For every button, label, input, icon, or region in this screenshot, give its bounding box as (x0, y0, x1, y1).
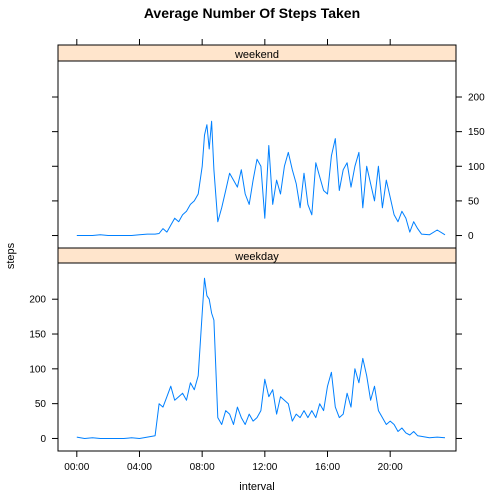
x-tick-label-8: 08:00 (190, 462, 215, 473)
y-tick-label-weekday-150: 150 (29, 330, 46, 341)
y-tick-label-weekend-150: 150 (468, 127, 485, 138)
x-axis-label: interval (239, 481, 274, 493)
y-axis-label: steps (5, 242, 17, 269)
y-tick-label-weekday-100: 100 (29, 364, 46, 375)
y-tick-label-weekend-100: 100 (468, 162, 485, 173)
panel-frame-weekend (57, 60, 457, 249)
x-tick-label-12: 12:00 (252, 462, 277, 473)
series-line-weekday (76, 277, 446, 439)
x-tick-label-0: 00:00 (64, 462, 89, 473)
panel-frame-weekday (57, 262, 457, 452)
y-tick-label-weekend-50: 50 (468, 196, 480, 207)
x-tick-label-4: 04:00 (127, 462, 152, 473)
y-tick-label-weekend-0: 0 (468, 231, 474, 242)
series-line-weekend (76, 120, 446, 236)
x-tick-label-20: 20:00 (378, 462, 403, 473)
strip-label-weekday: weekday (234, 251, 279, 263)
y-tick-label-weekday-50: 50 (35, 399, 47, 410)
chart-title: Average Number Of Steps Taken (144, 5, 360, 21)
strip-label-weekend: weekend (234, 49, 279, 61)
y-tick-label-weekday-200: 200 (29, 295, 46, 306)
x-tick-label-16: 16:00 (315, 462, 340, 473)
y-tick-label-weekend-200: 200 (468, 93, 485, 104)
y-tick-label-weekday-0: 0 (40, 434, 46, 445)
plot-area: weekend 0 50 100 150 200 weekday 0 50 100 150 200 00… (29, 39, 485, 473)
